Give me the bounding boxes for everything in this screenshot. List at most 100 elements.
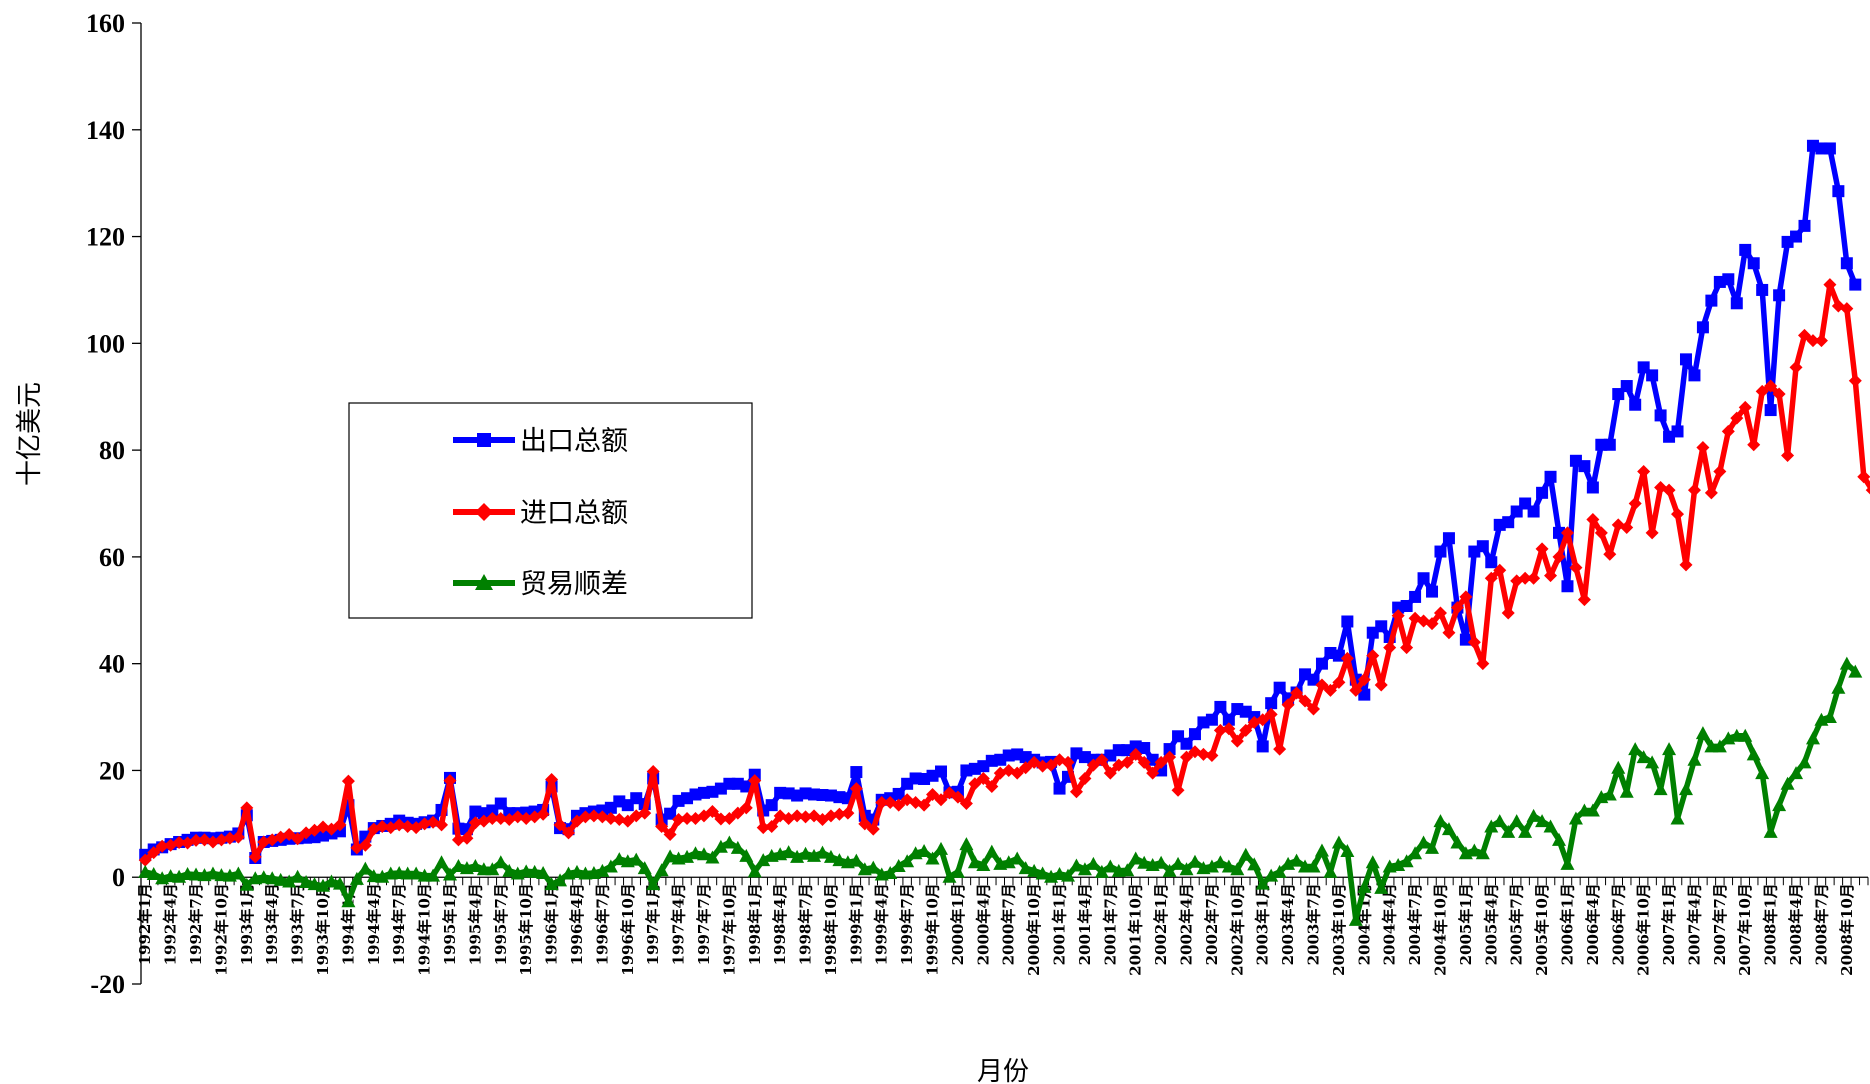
y-axis: 160 140 120 100 80 60 40 20 0 -20: [86, 9, 142, 999]
data-point: [823, 849, 838, 863]
legend-label-surplus: 贸易顺差: [520, 569, 628, 600]
x-tick-label: 1997年10月: [720, 883, 738, 976]
x-tick-label: 1998年1月: [746, 883, 764, 965]
data-point: [1509, 814, 1524, 828]
data-point: [883, 865, 898, 879]
x-tick-label: 2000年4月: [974, 883, 992, 965]
data-point: [824, 809, 838, 823]
data-point: [240, 801, 254, 815]
data-point: [1552, 832, 1567, 846]
data-point: [638, 806, 652, 820]
data-point: [1307, 673, 1320, 686]
data-point: [1671, 507, 1685, 521]
data-point: [1094, 864, 1109, 878]
data-point: [1713, 464, 1727, 478]
data-point: [146, 867, 161, 881]
data-point: [282, 874, 297, 888]
data-point: [756, 853, 771, 867]
data-point: [1619, 784, 1634, 798]
data-point: [1561, 580, 1574, 593]
data-point: [1840, 302, 1854, 316]
data-point: [1019, 761, 1033, 775]
data-point: [799, 810, 813, 824]
data-point: [1603, 547, 1617, 561]
x-tick-label: 2005年4月: [1482, 883, 1500, 965]
data-point: [1442, 532, 1455, 545]
data-point: [1586, 481, 1599, 494]
x-tick-label: 1996年1月: [543, 883, 561, 965]
data-point: [1179, 862, 1194, 876]
data-point: [1518, 824, 1533, 838]
data-point: [1213, 723, 1227, 737]
data-point: [1374, 880, 1389, 894]
data-point: [1755, 384, 1769, 398]
data-point: [976, 857, 991, 871]
data-point: [1586, 513, 1600, 527]
data-point: [1568, 811, 1583, 825]
data-point: [205, 866, 220, 880]
data-point: [1857, 470, 1870, 484]
y-tick-label: 40: [99, 650, 125, 679]
data-point: [1577, 593, 1591, 607]
data-point: [147, 846, 161, 860]
data-point: [1391, 609, 1405, 623]
data-point: [519, 811, 533, 825]
data-point: [332, 876, 347, 890]
y-tick-label: 60: [99, 543, 125, 572]
data-point: [1670, 811, 1685, 825]
data-point: [1739, 243, 1752, 256]
data-point: [1620, 380, 1633, 393]
data-point: [849, 853, 864, 867]
data-point: [1272, 864, 1287, 878]
data-point: [1095, 753, 1109, 767]
data-point: [392, 818, 406, 832]
data-point: [341, 894, 356, 908]
data-point: [664, 807, 677, 820]
data-point: [1375, 620, 1388, 633]
data-point: [595, 810, 609, 824]
data-point: [1805, 731, 1820, 745]
x-tick-label: 2000年1月: [949, 883, 967, 965]
data-point: [1205, 713, 1218, 726]
data-point: [553, 873, 568, 887]
x-tick-label: 1999年7月: [898, 883, 916, 965]
data-point: [1798, 219, 1811, 232]
data-point: [950, 864, 965, 878]
data-point: [1154, 855, 1169, 869]
data-point: [333, 818, 347, 832]
data-point: [1501, 606, 1515, 620]
data-point: [696, 847, 711, 861]
data-point: [781, 845, 796, 859]
data-point: [1679, 353, 1692, 366]
data-point: [299, 875, 314, 889]
data-point: [1611, 760, 1626, 774]
data-point: [189, 867, 204, 881]
data-point: [1747, 438, 1761, 452]
data-point: [1163, 743, 1176, 756]
data-point: [1120, 863, 1135, 877]
data-point: [858, 817, 872, 831]
data-point: [1230, 862, 1245, 876]
legend-item-imports: 进口总额: [453, 498, 628, 529]
data-point: [1781, 448, 1795, 462]
data-point: [1239, 723, 1253, 737]
series-line: [144, 660, 1858, 923]
data-point: [1459, 590, 1473, 604]
data-point: [959, 797, 973, 811]
data-point: [765, 820, 779, 834]
data-point: [722, 835, 737, 849]
data-point: [655, 820, 669, 834]
data-point: [1383, 641, 1397, 655]
data-point: [1527, 505, 1540, 518]
data-point: [790, 809, 804, 823]
data-point: [1214, 700, 1227, 713]
data-point: [1399, 854, 1414, 868]
data-point: [1730, 411, 1744, 425]
data-point: [1823, 278, 1837, 292]
data-point: [1425, 840, 1440, 854]
data-point: [1069, 785, 1083, 799]
data-point: [646, 877, 661, 891]
data-point: [739, 801, 753, 815]
data-point: [1086, 856, 1101, 870]
